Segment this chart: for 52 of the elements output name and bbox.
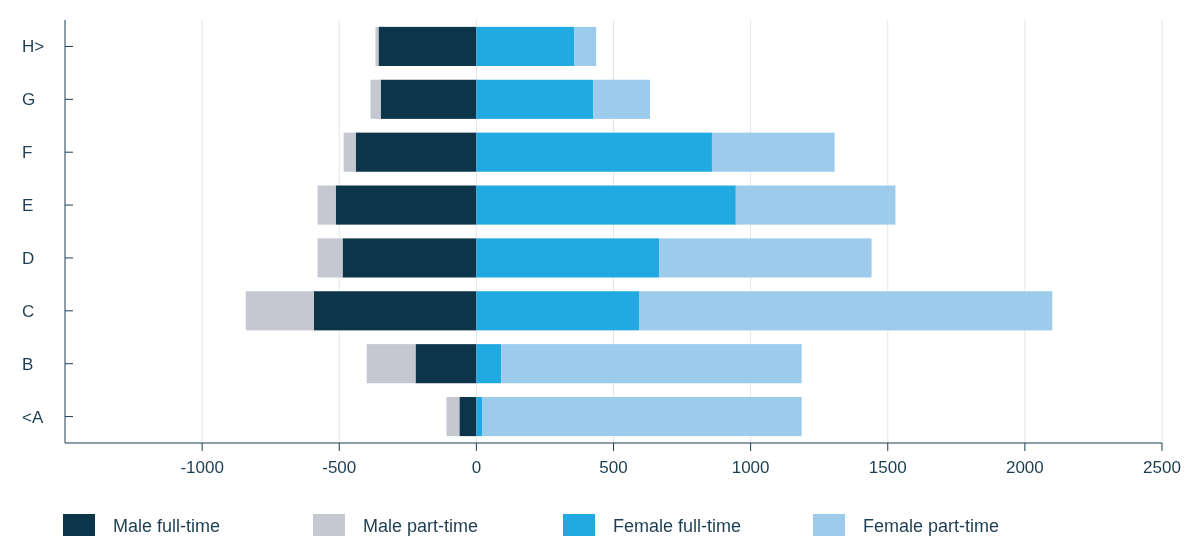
y-tick-label: E xyxy=(22,196,34,216)
x-tick-label: 1000 xyxy=(731,458,770,477)
x-tick-label: -500 xyxy=(322,458,357,477)
y-tick-label: G xyxy=(22,90,36,110)
bar xyxy=(476,26,575,66)
bar xyxy=(343,132,356,172)
bar xyxy=(415,344,477,384)
x-tick-label: 1500 xyxy=(868,458,907,477)
bar xyxy=(476,79,594,119)
legend-label: Female full-time xyxy=(613,516,742,536)
bar xyxy=(593,79,650,119)
y-tick-label: C xyxy=(22,301,35,321)
bar xyxy=(317,185,336,225)
bar xyxy=(639,291,1053,331)
bar xyxy=(711,132,835,172)
x-tick-label: 2500 xyxy=(1143,458,1181,477)
y-tick-label: D xyxy=(22,248,35,268)
bar xyxy=(459,397,477,437)
bar xyxy=(476,132,712,172)
bar xyxy=(476,291,640,331)
bar xyxy=(476,238,660,278)
legend-label: Male part-time xyxy=(363,516,479,536)
x-tick-label: -1000 xyxy=(180,458,224,477)
bar xyxy=(476,185,736,225)
bar xyxy=(476,344,502,384)
bar xyxy=(380,79,477,119)
bar xyxy=(370,79,381,119)
bar xyxy=(355,132,477,172)
legend-label: Female part-time xyxy=(863,516,1000,536)
legend-label: Male full-time xyxy=(113,516,221,536)
bar xyxy=(501,344,802,384)
x-tick-label: 2000 xyxy=(1005,458,1044,477)
y-tick-label: F xyxy=(22,143,33,163)
bar xyxy=(317,238,343,278)
bar xyxy=(482,397,802,437)
bar xyxy=(735,185,896,225)
bar xyxy=(342,238,477,278)
y-tick-label: B xyxy=(22,354,34,374)
bar xyxy=(335,185,477,225)
bar xyxy=(659,238,872,278)
bar xyxy=(574,26,597,66)
x-tick-label: 500 xyxy=(599,458,628,477)
bar xyxy=(476,397,483,437)
x-tick-label: 0 xyxy=(471,458,482,477)
y-tick-label: H> xyxy=(22,37,45,57)
bar xyxy=(313,291,477,331)
bar xyxy=(366,344,416,384)
y-tick-label: <A xyxy=(22,407,44,427)
bar xyxy=(375,26,379,66)
bar xyxy=(378,26,477,66)
bar xyxy=(245,291,314,331)
bar xyxy=(446,397,460,437)
